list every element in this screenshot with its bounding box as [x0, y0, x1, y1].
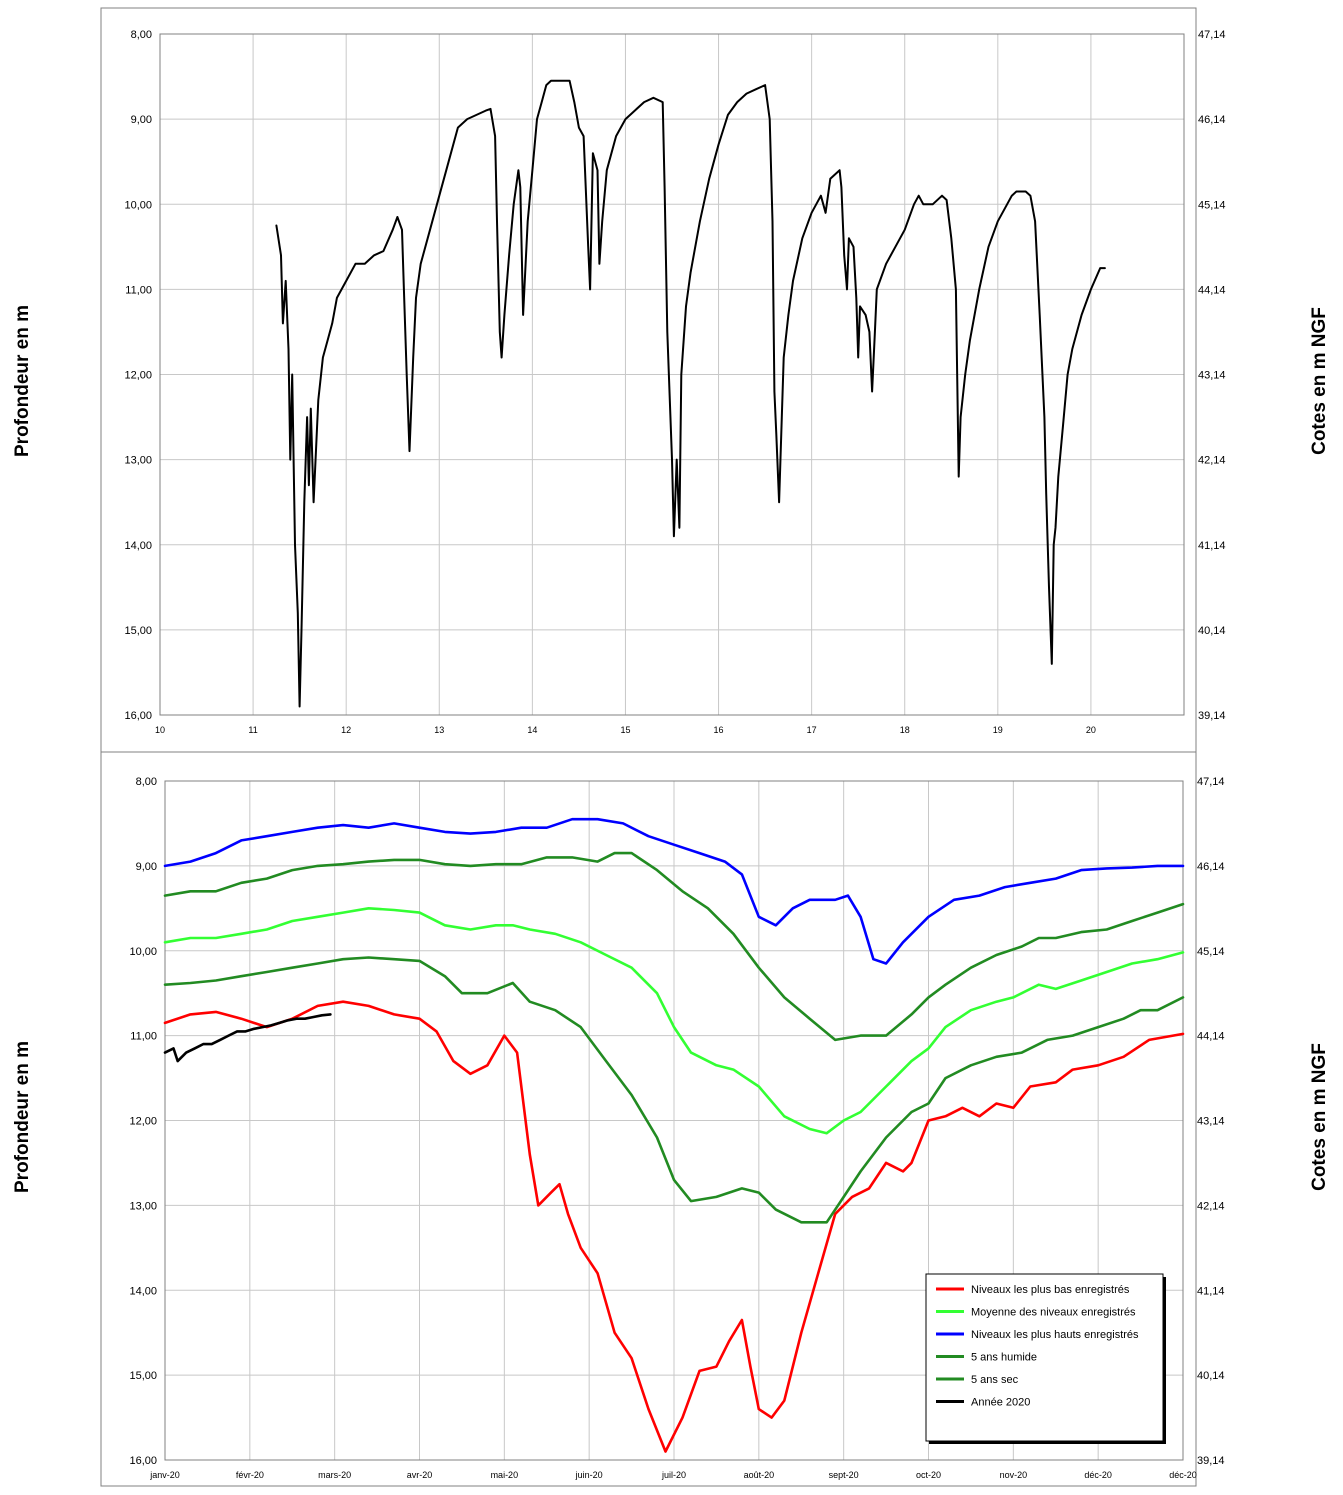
top-right-axis-title: Cotes en m NGF — [1309, 307, 1330, 455]
legend-label: Moyenne des niveaux enregistrés — [971, 1307, 1136, 1319]
legend-box — [925, 1273, 1164, 1442]
y-tick-left: 14,00 — [124, 540, 152, 552]
y-tick-left: 13,00 — [124, 455, 152, 467]
y-tick-left: 12,00 — [124, 370, 152, 382]
y-tick-right: 39,14 — [1198, 710, 1226, 722]
x-tick-label: août-20 — [744, 1470, 775, 1480]
legend-label: 5 ans sec — [971, 1374, 1019, 1386]
x-tick-label: juil-20 — [661, 1470, 686, 1480]
y-tick-left: 16,00 — [124, 710, 152, 722]
x-tick-label: 20 — [1086, 725, 1096, 735]
plot-frame — [164, 780, 1184, 1461]
y-tick-right: 40,14 — [1197, 1370, 1225, 1382]
x-tick-label: 10 — [155, 725, 165, 735]
y-tick-right: 45,14 — [1198, 199, 1226, 211]
y-tick-left: 11,00 — [130, 1031, 157, 1043]
x-tick-label: 17 — [807, 725, 817, 735]
x-tick-label: 13 — [434, 725, 444, 735]
y-tick-right: 39,14 — [1197, 1455, 1225, 1467]
bottom-left-axis-title: Profondeur en m — [12, 1041, 33, 1193]
legend-label: Niveaux les plus hauts enregistrés — [971, 1329, 1139, 1341]
x-tick-label: 19 — [993, 725, 1003, 735]
y-tick-right: 42,14 — [1198, 455, 1226, 467]
x-tick-label: 18 — [900, 725, 910, 735]
x-tick-label: nov-20 — [1000, 1470, 1028, 1480]
y-tick-right: 44,14 — [1197, 1031, 1225, 1043]
x-tick-label: oct-20 — [916, 1470, 941, 1480]
bottom-panel-border — [100, 751, 1197, 1487]
y-tick-right: 47,14 — [1197, 776, 1225, 788]
top-chart: 8,00 47,14 9,00 46,14 10,00 45,14 11,00 44,14 12… — [124, 29, 1225, 735]
x-tick-label: 14 — [527, 725, 537, 735]
y-tick-right: 43,14 — [1198, 370, 1226, 382]
y-tick-right: 45,14 — [1197, 946, 1225, 958]
y-tick-right: 46,14 — [1197, 861, 1225, 873]
x-tick-label: 15 — [620, 725, 630, 735]
y-tick-left: 10,00 — [124, 199, 152, 211]
y-tick-left: 11,00 — [125, 284, 152, 296]
y-tick-right: 43,14 — [1197, 1116, 1225, 1128]
x-tick-label: févr-20 — [236, 1470, 264, 1480]
series-line-1-3 — [163, 851, 1185, 1042]
x-tick-label: mai-20 — [491, 1470, 519, 1480]
bottom-right-axis-title: Cotes en m NGF — [1309, 1043, 1330, 1191]
y-tick-right: 40,14 — [1198, 625, 1226, 637]
bottom-chart: 8,00 47,14 9,00 46,14 10,00 45,14 11,00 44,14 12… — [129, 776, 1224, 1480]
x-tick-label: déc-20 — [1084, 1470, 1112, 1480]
x-tick-label: mars-20 — [318, 1470, 351, 1480]
y-tick-left: 8,00 — [131, 29, 152, 41]
y-tick-left: 9,00 — [131, 114, 152, 126]
y-tick-left: 15,00 — [129, 1370, 157, 1382]
series-line-1-2 — [163, 817, 1185, 965]
y-tick-right: 41,14 — [1198, 540, 1226, 552]
y-tick-left: 10,00 — [129, 946, 157, 958]
y-tick-left: 16,00 — [129, 1455, 157, 1467]
y-tick-right: 42,14 — [1197, 1200, 1225, 1212]
x-tick-label: 11 — [248, 725, 257, 735]
series-line-1-1 — [163, 906, 1185, 1135]
series-line-1-0 — [163, 1000, 1185, 1453]
x-tick-label: 12 — [341, 725, 351, 735]
x-tick-label: juin-20 — [575, 1470, 603, 1480]
legend-label: Niveaux les plus bas enregistrés — [971, 1284, 1130, 1296]
y-tick-right: 44,14 — [1198, 284, 1226, 296]
x-tick-label: déc-20 — [1169, 1470, 1197, 1480]
legend-label: Année 2020 — [971, 1397, 1030, 1409]
x-tick-label: janv-20 — [149, 1470, 180, 1480]
y-tick-left: 14,00 — [129, 1285, 157, 1297]
series-line-1-4 — [163, 956, 1185, 1224]
y-tick-left: 13,00 — [129, 1200, 157, 1212]
x-tick-label: sept-20 — [829, 1470, 859, 1480]
plot-frame — [159, 33, 1185, 716]
legend-label: 5 ans humide — [971, 1352, 1037, 1364]
top-left-axis-title: Profondeur en m — [12, 305, 33, 457]
x-tick-label: 16 — [714, 725, 724, 735]
y-tick-right: 41,14 — [1197, 1285, 1225, 1297]
legend: Niveaux les plus bas enregistrés Moyenne … — [925, 1273, 1166, 1444]
y-tick-left: 15,00 — [124, 625, 152, 637]
series-line-0-0 — [275, 79, 1106, 708]
series-line-1-5 — [163, 1013, 332, 1063]
x-tick-label: avr-20 — [407, 1470, 433, 1480]
y-tick-left: 12,00 — [129, 1116, 157, 1128]
y-tick-left: 9,00 — [136, 861, 157, 873]
y-tick-right: 47,14 — [1198, 29, 1226, 41]
y-tick-right: 46,14 — [1198, 114, 1226, 126]
y-tick-left: 8,00 — [136, 776, 157, 788]
